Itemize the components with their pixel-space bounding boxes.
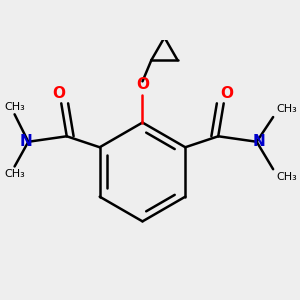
Text: O: O bbox=[220, 85, 233, 100]
Text: O: O bbox=[52, 85, 65, 100]
Text: O: O bbox=[136, 77, 149, 92]
Text: CH₃: CH₃ bbox=[4, 102, 25, 112]
Text: CH₃: CH₃ bbox=[276, 104, 297, 114]
Text: CH₃: CH₃ bbox=[4, 169, 25, 179]
Text: N: N bbox=[19, 134, 32, 149]
Text: CH₃: CH₃ bbox=[276, 172, 297, 182]
Text: N: N bbox=[253, 134, 266, 149]
